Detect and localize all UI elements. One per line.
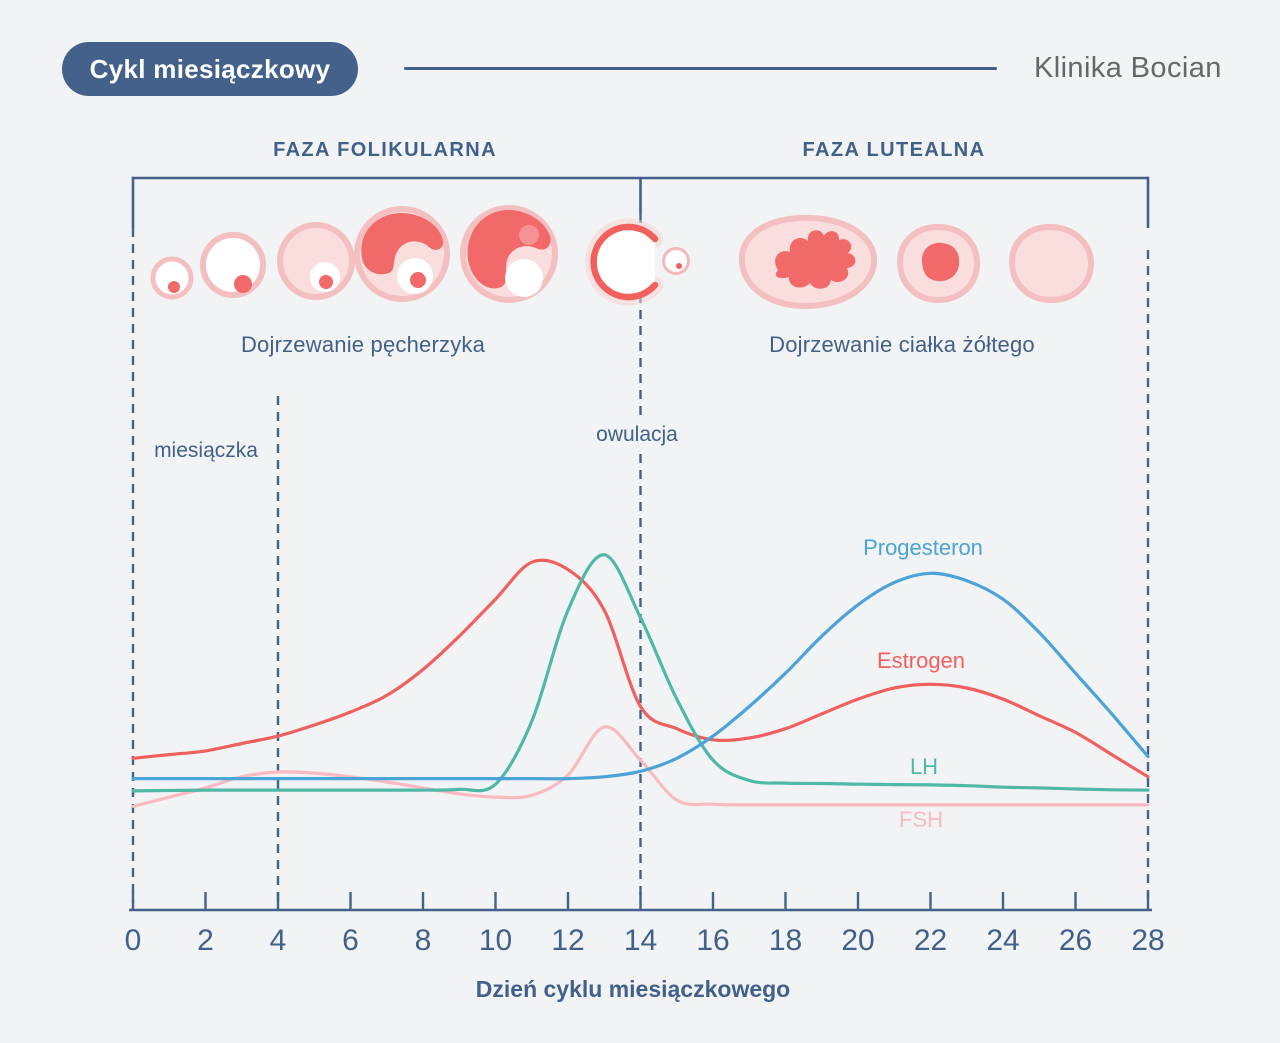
- x-tick-label: 28: [1131, 924, 1165, 957]
- follicle-small-icon: [150, 256, 194, 300]
- x-tick-label: 18: [768, 924, 803, 957]
- progesteron-curve: [131, 571, 1150, 781]
- header-divider-line: [404, 67, 997, 70]
- follicle-caption: Dojrzewanie pęcherzyka: [240, 332, 486, 357]
- estrogen-curve: [131, 558, 1150, 779]
- x-axis-title: Dzień cyklu miesiączkowego: [475, 976, 791, 1002]
- x-tick-label: 12: [551, 924, 585, 957]
- series-label-fsh: FSH: [899, 807, 943, 832]
- brand-logo-text: Klinika Bocian: [1034, 52, 1222, 84]
- corpus-luteum-forming-icon: [738, 214, 878, 310]
- x-tick-label: 2: [197, 924, 214, 957]
- corpus-albicans-icon: [1008, 223, 1094, 304]
- x-tick-label: 22: [913, 924, 948, 957]
- x-tick-label: 14: [623, 924, 658, 957]
- follicle-development-illustrations: [150, 205, 1094, 310]
- series-label-estrogen: Estrogen: [876, 648, 966, 673]
- hormone-curves: [131, 553, 1150, 808]
- x-tick-label: 6: [342, 924, 359, 957]
- x-tick-label: 24: [986, 924, 1020, 957]
- x-tick-label: 8: [414, 924, 432, 957]
- x-tick-label: 16: [696, 924, 730, 957]
- x-tick-label: 4: [269, 924, 287, 957]
- series-label-lh: LH: [909, 754, 939, 779]
- follicle-mature-icon: [460, 205, 558, 303]
- follicle-growing-icon: [200, 232, 266, 298]
- event-dashed-lines: [131, 214, 1150, 903]
- menstruation-label: miesiączka: [154, 439, 258, 462]
- ovulation-release-icon: [585, 218, 690, 306]
- follicle-graafian-icon: [354, 206, 450, 302]
- corpus-luteum-caption: Dojrzewanie ciałka żółtego: [769, 332, 1035, 357]
- title-badge: Cykl miesiączkowy: [62, 42, 358, 96]
- series-label-progesteron: Progesteron: [863, 535, 983, 560]
- x-tick-label: 26: [1058, 924, 1093, 957]
- fsh-curve: [131, 725, 1150, 808]
- x-tick-label: 10: [478, 924, 513, 957]
- x-tick-label: 0: [124, 924, 142, 957]
- phase-label-follicular: FAZA FOLIKULARNA: [273, 139, 497, 161]
- x-tick-label: 20: [841, 924, 875, 957]
- phase-label-luteal: FAZA LUTEALNA: [802, 139, 986, 161]
- lh-curve: [131, 553, 1150, 793]
- phase-bracket-and-axis: [129, 176, 1152, 912]
- corpus-luteum-icon: [896, 223, 981, 304]
- ovulation-label: owulacja: [588, 422, 686, 448]
- title-badge-label: Cykl miesiączkowy: [89, 53, 331, 84]
- follicle-secondary-icon: [277, 222, 355, 300]
